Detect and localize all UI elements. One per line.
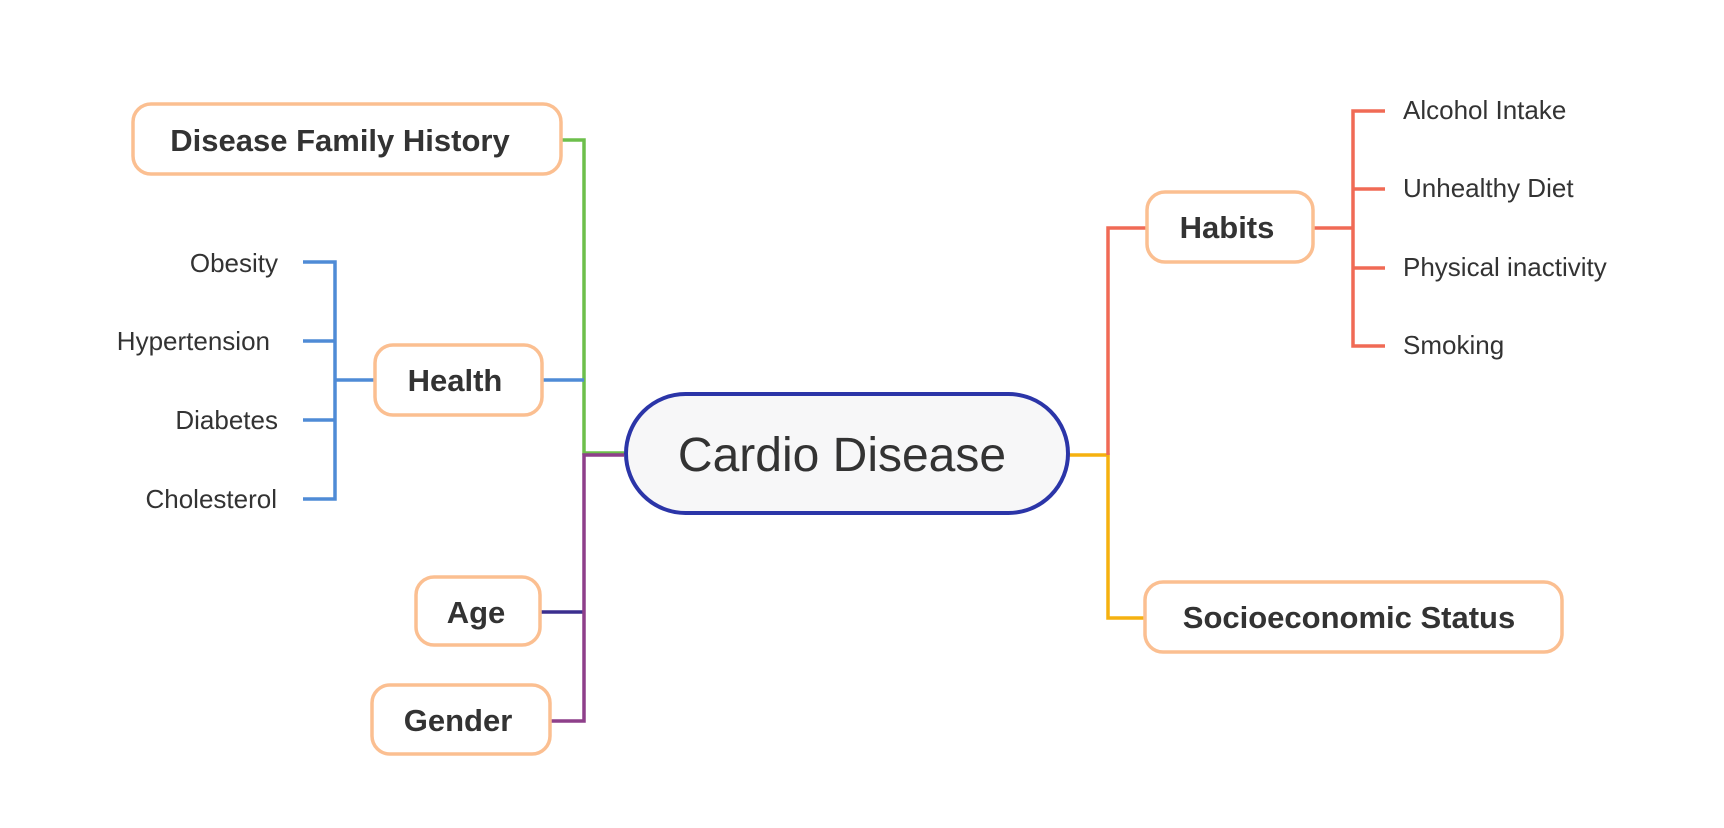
leaf-diabetes: Diabetes (175, 405, 278, 435)
node-gender-box (370, 683, 552, 756)
node-disease-family-history-label: Disease Family History (170, 123, 510, 158)
connector-health-children (303, 260, 374, 501)
node-health-box (373, 343, 544, 417)
connector-gender (551, 453, 624, 723)
node-age[interactable]: Age (414, 575, 542, 647)
leaf-obesity: Obesity (190, 248, 278, 278)
connector-family-history (560, 138, 624, 455)
node-health[interactable]: Health (373, 343, 544, 417)
node-habits-box (1145, 190, 1315, 264)
root-node-box (624, 392, 1070, 515)
node-disease-family-history[interactable]: Disease Family History (131, 102, 563, 176)
leaf-unhealthy-diet: Unhealthy Diet (1403, 173, 1574, 203)
node-gender[interactable]: Gender (370, 683, 552, 756)
leaf-cholesterol: Cholesterol (145, 484, 277, 514)
connector-habits-children (1313, 109, 1385, 348)
node-disease-family-history-box (131, 102, 563, 176)
node-age-box (414, 575, 542, 647)
node-socioeconomic-status-box (1143, 580, 1564, 654)
node-habits-label: Habits (1180, 210, 1275, 245)
leaf-hypertension: Hypertension (117, 326, 270, 356)
root-node-label: Cardio Disease (678, 429, 1006, 482)
node-health-label: Health (408, 363, 503, 398)
root-node[interactable]: Cardio Disease (624, 392, 1070, 515)
connector-socioeconomic (1068, 453, 1144, 620)
node-habits[interactable]: Habits (1145, 190, 1315, 264)
leaf-smoking: Smoking (1403, 330, 1504, 360)
leaf-alcohol-intake: Alcohol Intake (1403, 95, 1566, 125)
connector-habits (1106, 226, 1147, 455)
node-gender-label: Gender (404, 703, 513, 738)
node-socioeconomic-status-label: Socioeconomic Status (1183, 600, 1515, 635)
leaf-physical-inactivity: Physical inactivity (1403, 252, 1607, 282)
node-age-label: Age (447, 595, 506, 630)
node-socioeconomic-status[interactable]: Socioeconomic Status (1143, 580, 1564, 654)
